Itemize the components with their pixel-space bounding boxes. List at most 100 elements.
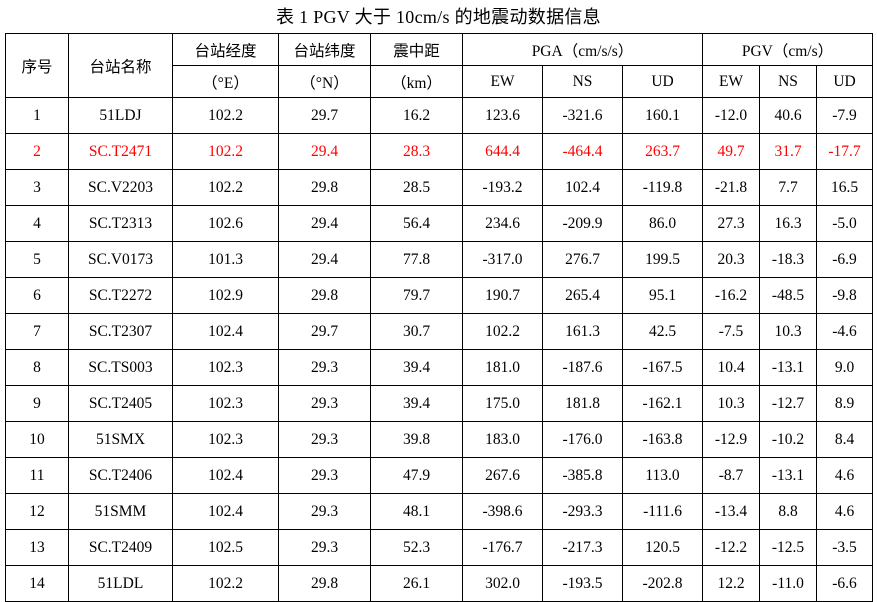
cell-pga-ew: 302.0 xyxy=(462,565,543,602)
cell-pga-ud: 86.0 xyxy=(621,205,704,242)
cell-pga-ns: 265.4 xyxy=(542,277,623,314)
table-row: 6 SC.T2272 102.9 29.8 79.7 190.7 265.4 95.1 -16.… xyxy=(5,277,874,314)
cell-pga-ud: 120.5 xyxy=(621,529,704,566)
cell-index: 2 xyxy=(5,133,69,170)
cell-pga-ns: 276.7 xyxy=(542,241,623,278)
cell-index: 11 xyxy=(5,457,69,494)
cell-epicentral-distance: 52.3 xyxy=(370,529,463,566)
cell-pgv-ud: -7.9 xyxy=(816,97,874,134)
cell-pga-ew: -398.6 xyxy=(462,493,543,530)
header-pgv-group: PGV（cm/s） xyxy=(702,33,874,66)
cell-longitude: 102.2 xyxy=(172,97,279,134)
cell-pga-ew: 190.7 xyxy=(462,277,543,314)
table-row: 10 51SMX 102.3 29.3 39.8 183.0 -176.0 -163.8 -12… xyxy=(5,421,874,458)
cell-index: 4 xyxy=(5,205,69,242)
cell-epicentral-distance: 48.1 xyxy=(370,493,463,530)
header-index: 序号 xyxy=(5,33,69,98)
cell-longitude: 102.3 xyxy=(172,349,279,386)
cell-pgv-ew: 10.4 xyxy=(702,349,761,386)
cell-latitude: 29.3 xyxy=(278,457,371,494)
cell-longitude: 102.2 xyxy=(172,133,279,170)
cell-epicentral-distance: 26.1 xyxy=(370,565,463,602)
cell-station-name: SC.V0173 xyxy=(68,241,173,278)
cell-pgv-ns: 40.6 xyxy=(759,97,818,134)
cell-pgv-ns: -12.5 xyxy=(759,529,818,566)
cell-station-name: SC.V2203 xyxy=(68,169,173,206)
cell-epicentral-distance: 16.2 xyxy=(370,97,463,134)
cell-station-name: SC.T2471 xyxy=(68,133,173,170)
table-header: 序号 台站名称 台站经度 台站纬度 震中距 PGA（cm/s/s） PGV（cm… xyxy=(5,33,874,98)
cell-pga-ew: 234.6 xyxy=(462,205,543,242)
cell-pgv-ew: 12.2 xyxy=(702,565,761,602)
cell-pgv-ew: -13.4 xyxy=(702,493,761,530)
table-row: 8 SC.TS003 102.3 29.3 39.4 181.0 -187.6 -167.5 1… xyxy=(5,349,874,386)
table-row: 7 SC.T2307 102.4 29.7 30.7 102.2 161.3 42.5 -7.5… xyxy=(5,313,874,350)
cell-epicentral-distance: 30.7 xyxy=(370,313,463,350)
cell-index: 8 xyxy=(5,349,69,386)
cell-pgv-ud: 8.4 xyxy=(816,421,874,458)
cell-pgv-ew: -7.5 xyxy=(702,313,761,350)
cell-pga-ew: 183.0 xyxy=(462,421,543,458)
cell-pga-ud: 42.5 xyxy=(621,313,704,350)
cell-epicentral-distance: 39.4 xyxy=(370,385,463,422)
cell-index: 3 xyxy=(5,169,69,206)
cell-pga-ns: -385.8 xyxy=(542,457,623,494)
cell-pga-ud: 95.1 xyxy=(621,277,704,314)
cell-pgv-ew: 27.3 xyxy=(702,205,761,242)
table-body: 1 51LDJ 102.2 29.7 16.2 123.6 -321.6 160.1 -12.0… xyxy=(5,97,874,602)
header-pga-ns: NS xyxy=(542,65,623,98)
cell-latitude: 29.4 xyxy=(278,205,371,242)
cell-epicentral-distance: 47.9 xyxy=(370,457,463,494)
cell-station-name: SC.T2272 xyxy=(68,277,173,314)
cell-pga-ud: -163.8 xyxy=(621,421,704,458)
cell-epicentral-distance: 56.4 xyxy=(370,205,463,242)
cell-station-name: SC.T2405 xyxy=(68,385,173,422)
cell-index: 13 xyxy=(5,529,69,566)
header-pga-group: PGA（cm/s/s） xyxy=(461,33,704,66)
cell-index: 12 xyxy=(5,493,69,530)
cell-pgv-ud: -6.9 xyxy=(816,241,874,278)
cell-latitude: 29.3 xyxy=(278,493,371,530)
table-row: 1 51LDJ 102.2 29.7 16.2 123.6 -321.6 160.1 -12.0… xyxy=(5,97,874,134)
cell-pgv-ud: -17.7 xyxy=(816,133,874,170)
header-pgv-ud: UD xyxy=(816,65,874,98)
cell-pga-ns: 102.4 xyxy=(542,169,623,206)
cell-longitude: 101.3 xyxy=(172,241,279,278)
header-latitude: 台站纬度 xyxy=(278,33,371,66)
cell-pgv-ns: 7.7 xyxy=(759,169,818,206)
cell-longitude: 102.3 xyxy=(172,385,279,422)
cell-pgv-ew: -8.7 xyxy=(702,457,761,494)
cell-latitude: 29.7 xyxy=(278,97,371,134)
header-pga-ew: EW xyxy=(462,65,543,98)
cell-longitude: 102.5 xyxy=(172,529,279,566)
cell-station-name: SC.T2406 xyxy=(68,457,173,494)
cell-latitude: 29.4 xyxy=(278,133,371,170)
cell-pgv-ns: 31.7 xyxy=(759,133,818,170)
cell-epicentral-distance: 39.4 xyxy=(370,349,463,386)
cell-pga-ud: -111.6 xyxy=(621,493,704,530)
table-row: 9 SC.T2405 102.3 29.3 39.4 175.0 181.8 -162.1 10… xyxy=(5,385,874,422)
cell-pga-ew: 123.6 xyxy=(462,97,543,134)
cell-latitude: 29.4 xyxy=(278,241,371,278)
header-row-primary: 序号 台站名称 台站经度 台站纬度 震中距 PGA（cm/s/s） PGV（cm… xyxy=(5,33,874,98)
cell-latitude: 29.8 xyxy=(278,277,371,314)
cell-pgv-ud: -4.6 xyxy=(816,313,874,350)
cell-pgv-ud: 4.6 xyxy=(816,457,874,494)
cell-longitude: 102.2 xyxy=(172,565,279,602)
cell-pga-ns: -187.6 xyxy=(542,349,623,386)
cell-longitude: 102.4 xyxy=(172,493,279,530)
cell-pgv-ns: -12.7 xyxy=(759,385,818,422)
header-pgv-ew: EW xyxy=(702,65,761,98)
cell-pga-ns: -464.4 xyxy=(542,133,623,170)
cell-pga-ew: -193.2 xyxy=(462,169,543,206)
cell-pga-ns: -293.3 xyxy=(542,493,623,530)
cell-pgv-ud: 4.6 xyxy=(816,493,874,530)
cell-pga-ud: 199.5 xyxy=(621,241,704,278)
cell-pga-ud: -202.8 xyxy=(621,565,704,602)
cell-pga-ud: -162.1 xyxy=(621,385,704,422)
cell-latitude: 29.3 xyxy=(278,349,371,386)
cell-pga-ns: 181.8 xyxy=(542,385,623,422)
cell-pga-ew: 102.2 xyxy=(462,313,543,350)
table-row: 5 SC.V0173 101.3 29.4 77.8 -317.0 276.7 199.5 20… xyxy=(5,241,874,278)
cell-epicentral-distance: 77.8 xyxy=(370,241,463,278)
